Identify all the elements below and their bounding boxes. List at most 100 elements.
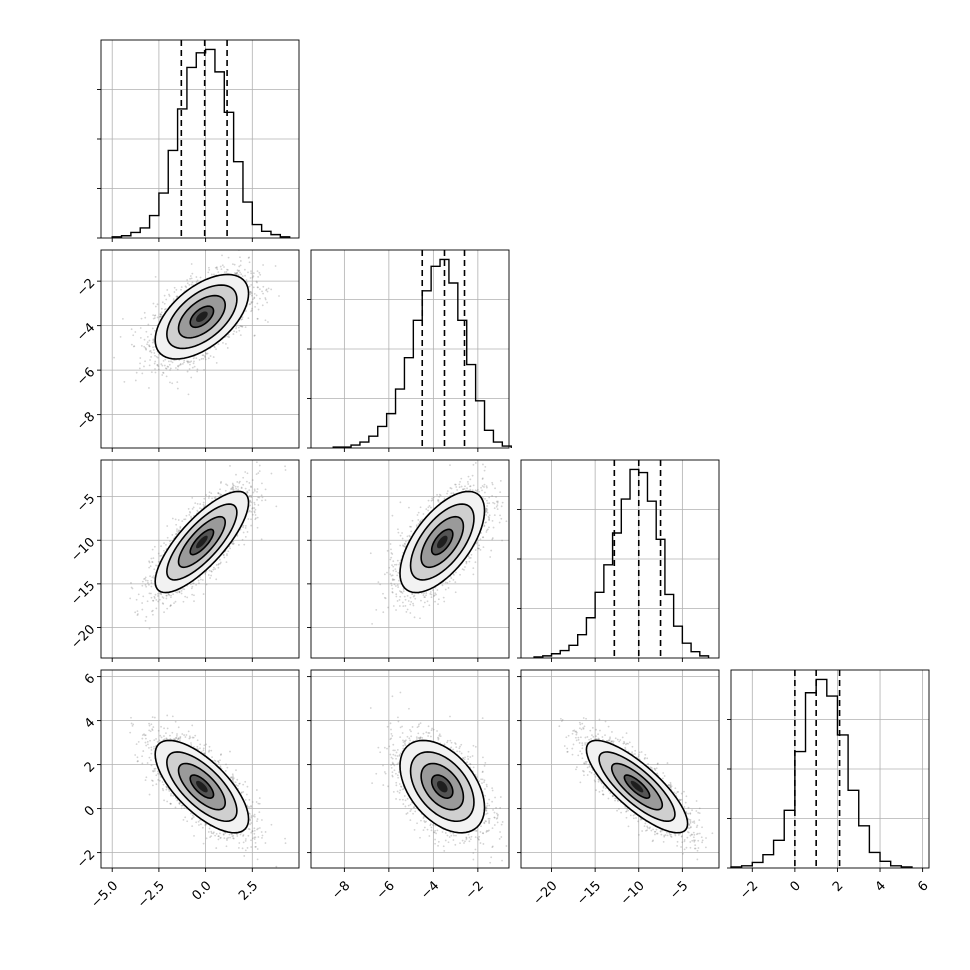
sample-point: [241, 318, 244, 321]
sample-point: [183, 807, 186, 810]
sample-point: [465, 838, 468, 841]
sample-point: [446, 492, 448, 495]
sample-point: [144, 577, 146, 580]
sample-point: [485, 829, 488, 832]
sample-point: [166, 727, 169, 730]
sample-point: [432, 824, 434, 826]
sample-point: [253, 832, 256, 835]
sample-point: [468, 557, 471, 559]
sample-point: [218, 558, 221, 561]
sample-point: [202, 357, 205, 360]
sample-point: [203, 505, 206, 507]
sample-point: [153, 745, 155, 748]
sample-point: [563, 745, 566, 747]
sample-point: [147, 582, 149, 584]
sample-point: [610, 741, 613, 743]
sample-point: [486, 830, 489, 833]
sample-point: [656, 762, 659, 765]
sample-point: [249, 303, 252, 305]
sample-point: [398, 771, 400, 774]
sample-point: [284, 465, 286, 468]
sample-point: [480, 778, 482, 781]
sample-point: [399, 534, 402, 537]
sample-point: [472, 766, 475, 769]
sample-point: [142, 595, 145, 598]
sample-point: [427, 506, 430, 509]
sample-point: [434, 842, 436, 845]
sample-point: [505, 520, 508, 523]
sample-point: [437, 738, 440, 741]
sample-point: [256, 516, 259, 519]
sample-point: [164, 367, 167, 370]
sample-point: [484, 788, 486, 790]
sample-point: [253, 334, 256, 337]
sample-point: [225, 483, 227, 486]
sample-point: [165, 738, 168, 740]
sample-point: [419, 736, 422, 739]
sample-point: [579, 781, 582, 784]
sample-point: [419, 836, 421, 839]
sample-point: [150, 581, 153, 584]
sample-point: [488, 516, 491, 519]
sample-point: [250, 518, 252, 521]
panel-frame: [310, 249, 510, 449]
sample-point: [154, 314, 157, 317]
sample-point: [248, 261, 251, 264]
sample-point: [177, 365, 180, 368]
sample-point: [452, 839, 455, 841]
sample-point: [413, 594, 416, 597]
sample-point: [171, 715, 174, 718]
sample-point: [264, 499, 267, 502]
sample-point: [301, 471, 303, 473]
sample-point: [255, 461, 258, 464]
sample-point: [180, 286, 183, 288]
sample-point: [679, 798, 682, 801]
sample-point: [192, 357, 195, 360]
sample-point: [195, 276, 198, 278]
sample-point: [652, 839, 655, 842]
sample-point: [419, 519, 422, 522]
sample-point: [153, 768, 156, 770]
sample-point: [401, 532, 403, 534]
sample-point: [395, 593, 398, 596]
sample-point: [694, 844, 697, 847]
sample-point: [238, 481, 241, 484]
sample-point: [241, 538, 244, 541]
sample-point: [499, 491, 502, 494]
sample-point: [412, 602, 414, 605]
sample-point: [496, 821, 499, 824]
sample-point: [392, 753, 395, 756]
y-tick-label: 6: [82, 671, 98, 687]
sample-point: [464, 566, 466, 568]
sample-point: [153, 597, 156, 599]
sample-point: [249, 290, 252, 293]
sample-point: [254, 836, 257, 839]
sample-point: [232, 543, 235, 546]
sample-point: [398, 753, 401, 756]
sample-point: [170, 604, 172, 607]
sample-point: [175, 523, 178, 526]
sample-point: [691, 809, 693, 812]
sample-point: [148, 729, 151, 732]
sample-point: [231, 835, 234, 838]
sample-point: [670, 833, 672, 836]
sample-point: [183, 361, 185, 364]
sample-point: [449, 715, 451, 718]
sample-point: [251, 830, 254, 833]
x-tick-label: −2: [463, 878, 487, 902]
sample-point: [253, 488, 256, 491]
sample-point: [246, 492, 248, 494]
sample-point: [403, 545, 406, 548]
sample-point: [249, 277, 252, 279]
sample-point: [176, 735, 178, 737]
sample-point: [255, 789, 258, 791]
sample-point: [176, 799, 179, 802]
sample-point: [391, 591, 394, 593]
sample-point: [148, 724, 151, 727]
sample-point: [190, 283, 193, 286]
sample-point: [437, 603, 439, 605]
sample-point: [680, 846, 682, 848]
sample-point: [256, 828, 258, 831]
sample-point: [469, 488, 472, 491]
